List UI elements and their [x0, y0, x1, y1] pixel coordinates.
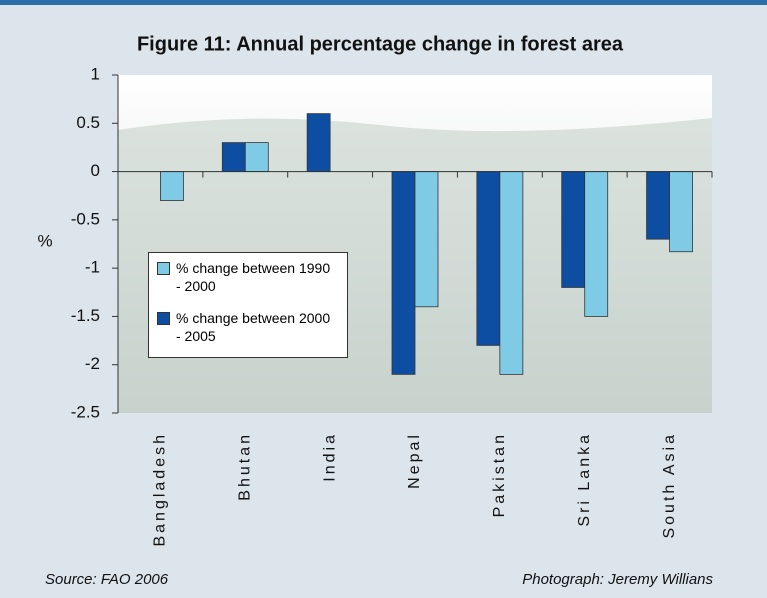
bar	[244, 142, 269, 172]
legend-label: % change between 2000 - 2005	[176, 310, 331, 344]
y-tick-label: 1	[91, 64, 100, 83]
legend-item: % change between 1990 - 2000	[157, 259, 339, 295]
top-border	[0, 0, 767, 5]
x-tick-label: Bhutan	[237, 432, 254, 501]
bar	[414, 171, 439, 308]
bar	[561, 171, 586, 288]
x-tick-label: India	[321, 432, 338, 482]
bar	[221, 142, 246, 172]
legend-swatch	[157, 312, 170, 325]
bar	[160, 171, 184, 201]
y-tick-label: -2	[85, 354, 100, 373]
legend-item: % change between 2000 - 2005	[157, 309, 339, 345]
y-axis-label: %	[37, 231, 52, 250]
photo-credit: Photograph: Jeremy Willians	[522, 571, 713, 588]
bar	[646, 171, 670, 240]
x-tick-label: Sri Lanka	[576, 432, 593, 527]
bar	[499, 171, 524, 375]
bar	[391, 171, 416, 375]
y-tick-label: 0.5	[76, 113, 100, 132]
bar	[306, 113, 331, 172]
legend-swatch	[157, 262, 170, 275]
y-tick-label: -1.5	[71, 306, 100, 325]
x-tick-label: Bangladesh	[152, 432, 169, 547]
x-tick-label: Pakistan	[491, 432, 508, 517]
y-tick-label: 0	[91, 161, 100, 180]
x-tick-label: South Asia	[661, 432, 678, 539]
legend: % change between 1990 - 2000 % change bet…	[148, 252, 348, 358]
y-tick-label: -0.5	[71, 209, 100, 228]
chart-title: Figure 11: Annual percentage change in f…	[137, 33, 624, 55]
x-tick-label: Nepal	[406, 432, 423, 489]
legend-label: % change between 1990 - 2000	[176, 260, 331, 294]
y-tick-label: -2.5	[71, 402, 100, 421]
bar	[584, 171, 609, 317]
y-tick-label: -1	[85, 258, 100, 277]
source: Source: FAO 2006	[45, 571, 169, 588]
bar	[669, 171, 693, 253]
bar	[476, 171, 501, 346]
